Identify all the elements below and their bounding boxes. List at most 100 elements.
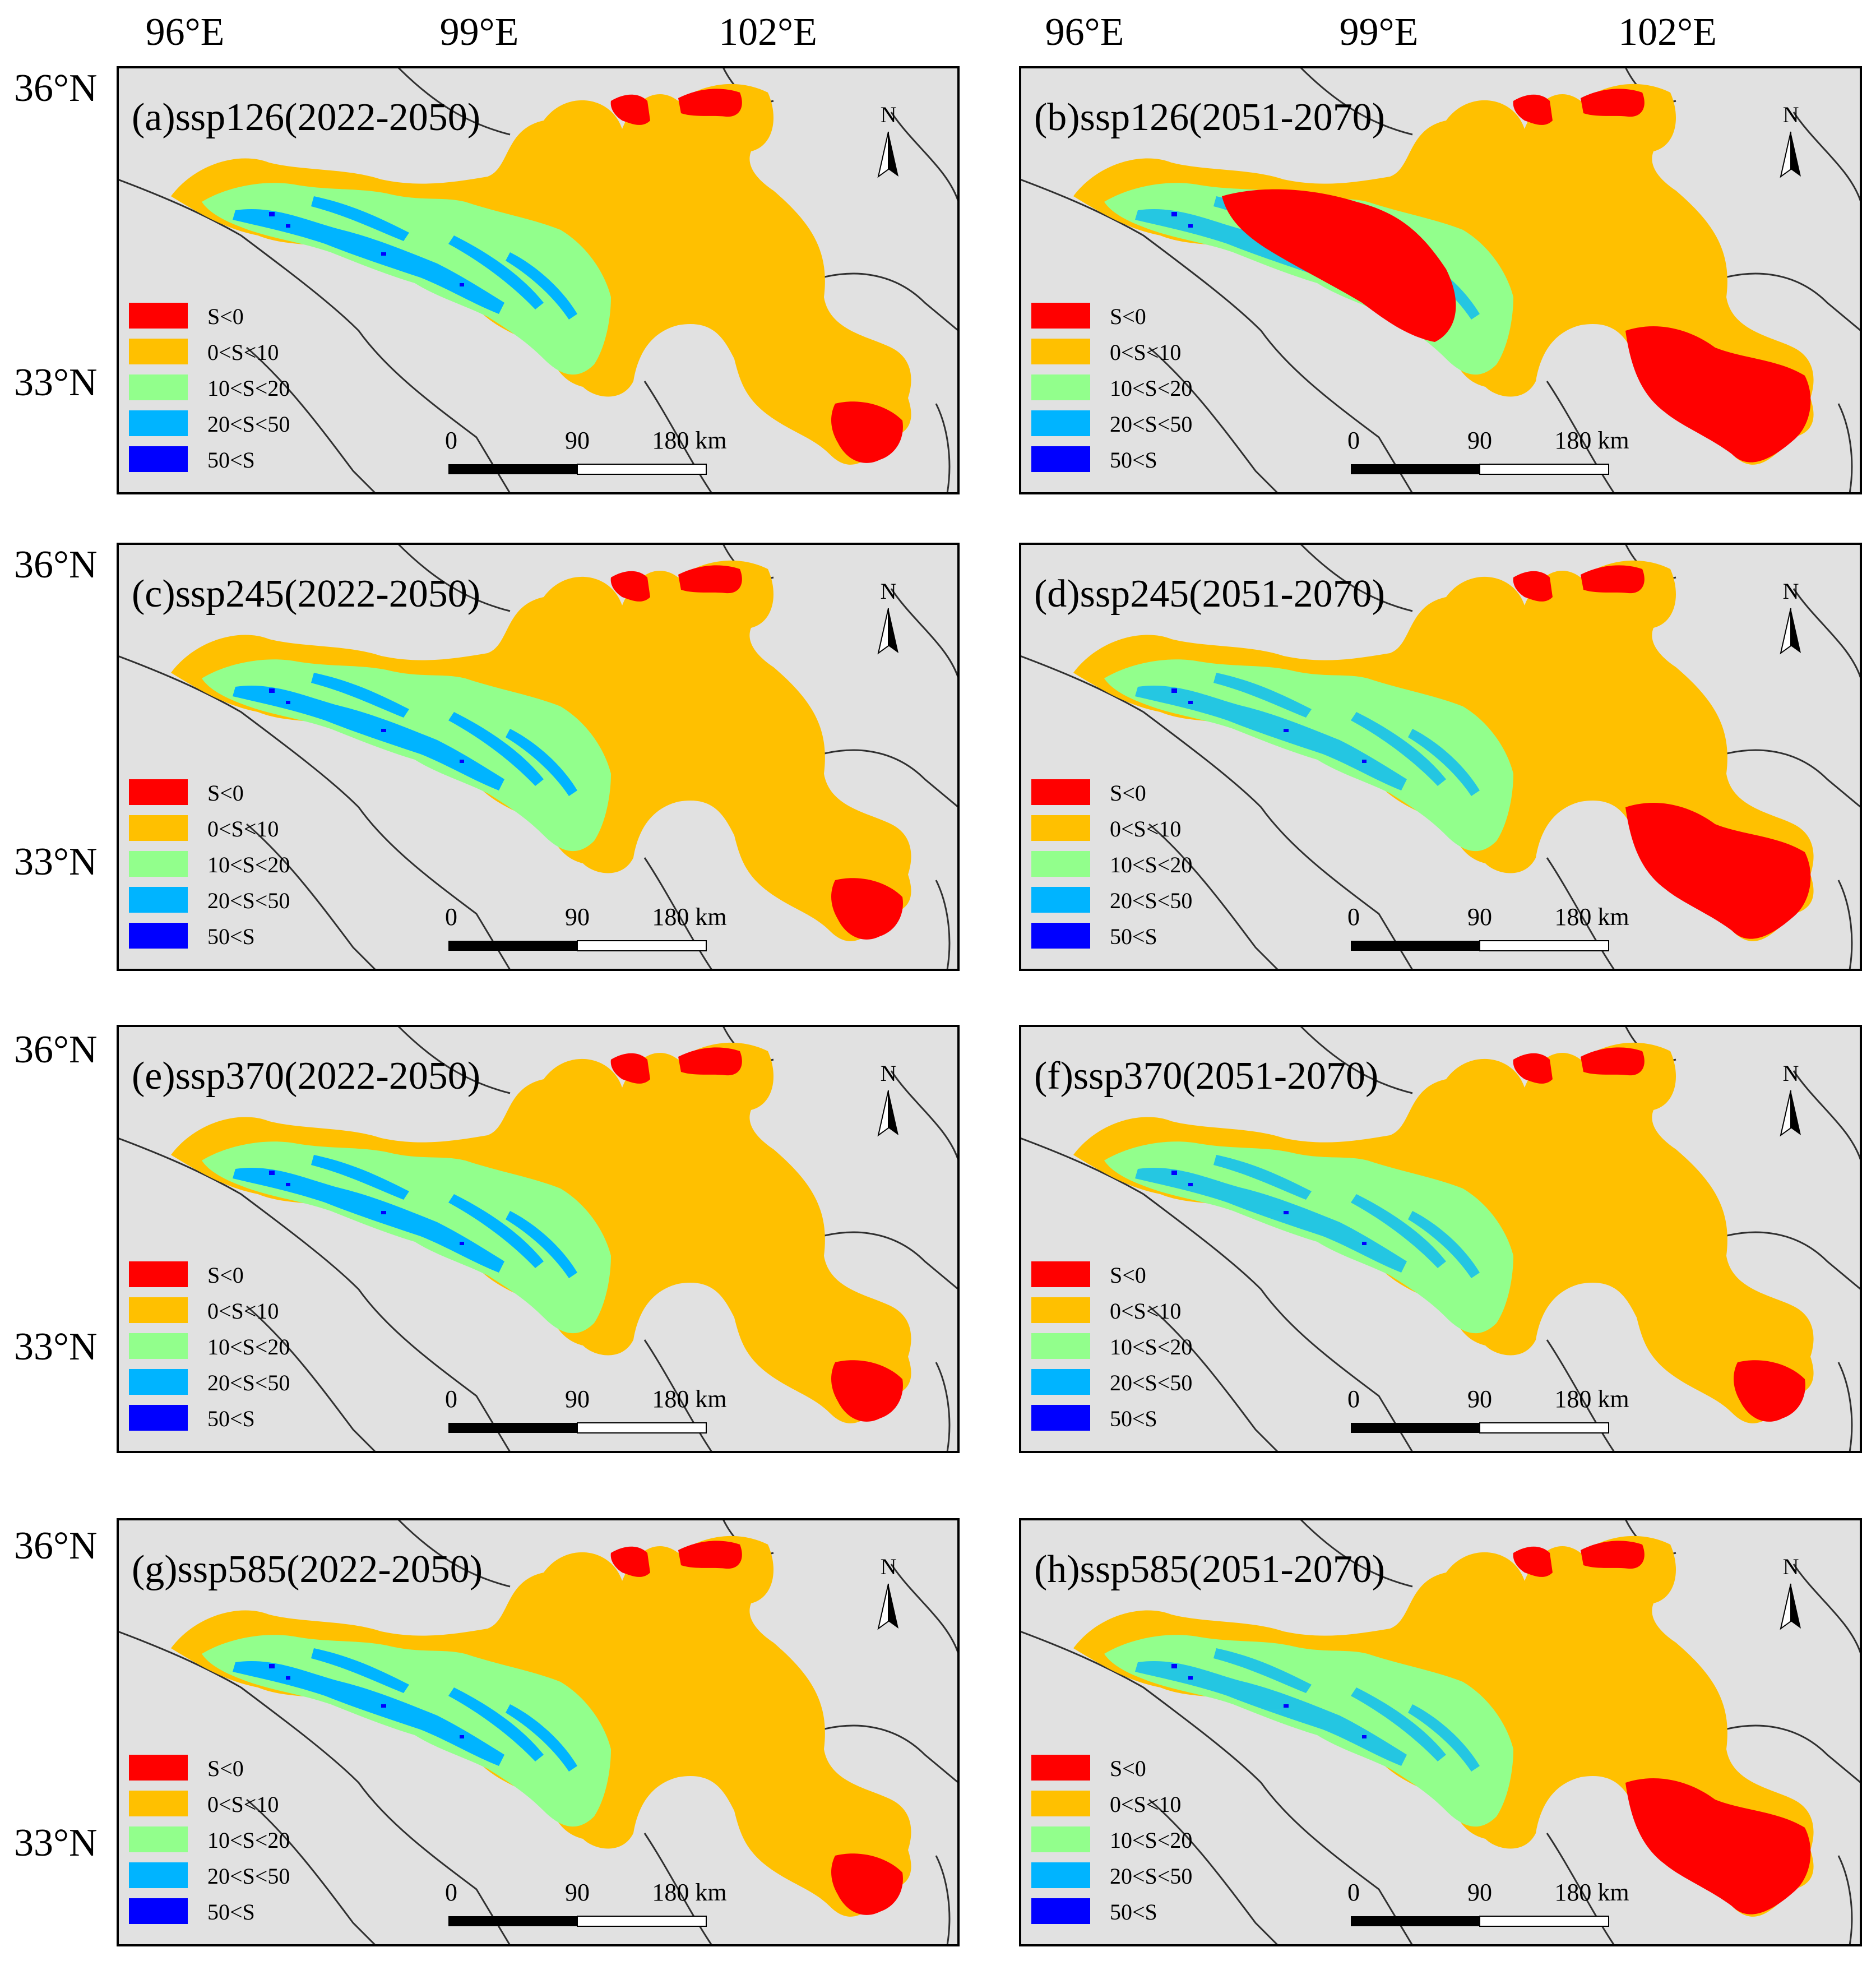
legend-swatch [1031,1755,1090,1781]
legend-swatch [129,1862,188,1888]
panel-title: (h)ssp585(2051-2070) [1034,1548,1385,1591]
legend-label: 0<S<10 [207,340,279,365]
legend-label: 0<S<10 [1110,816,1181,841]
scalebar-label: 0 [445,1385,457,1413]
north-arrow-label: N [881,1554,897,1579]
north-arrow-icon: N [1780,1061,1801,1136]
legend-swatch [1031,303,1090,329]
scalebar-label: 90 [565,427,590,454]
north-arrow-label: N [1783,102,1799,127]
map-panel-g: (g)ssp585(2022-2050) N S<0 0<S<10 10<S<20 20<… [117,1518,960,1946]
legend-label: 50<S [207,924,255,949]
legend-swatch [1031,410,1090,436]
legend-label: 20<S<50 [1110,1863,1192,1889]
legend-label: 10<S<20 [207,376,290,401]
scalebar: 0 90 180 km [445,1879,727,1927]
panel-title: (c)ssp245(2022-2050) [132,572,480,616]
legend-label: 20<S<50 [207,888,290,913]
legend: S<0 0<S<10 10<S<20 20<S<50 50<S [1031,1755,1192,1925]
legend-label: 50<S [1110,1406,1157,1431]
lon-tick-label: 102°E [1618,11,1717,54]
panel-frame [117,66,960,494]
scalebar-label: 180 km [1554,1879,1629,1906]
lat-tick-label: 33°N [14,840,98,884]
legend-swatch [1031,779,1090,805]
north-arrow-label: N [1783,1061,1799,1086]
legend-swatch [129,410,188,436]
legend-swatch [1031,851,1090,877]
legend-label: 20<S<50 [207,1370,290,1395]
panel-title: (g)ssp585(2022-2050) [132,1548,483,1591]
legend-label: S<0 [207,780,244,806]
legend-label: 10<S<20 [207,1828,290,1853]
legend-swatch [1031,923,1090,949]
panel-frame [1019,543,1862,971]
legend-label: 0<S<10 [207,1298,279,1324]
legend-swatch [1031,1898,1090,1924]
lat-tick-label: 33°N [14,361,98,404]
north-arrow-label: N [881,579,897,604]
lat-tick-label: 36°N [14,543,98,586]
panel-frame [117,1025,960,1453]
scalebar-label: 90 [565,903,590,931]
panel-title: (f)ssp370(2051-2070) [1034,1055,1378,1098]
scalebar: 0 90 180 km [1347,427,1629,475]
legend-swatch [1031,887,1090,913]
lat-tick-label: 36°N [14,67,98,110]
legend-swatch [1031,1826,1090,1852]
lat-tick-label: 33°N [14,1821,98,1865]
legend-swatch [129,303,188,329]
north-arrow-icon: N [878,1061,899,1136]
legend-swatch [129,851,188,877]
scalebar-label: 180 km [1554,903,1629,931]
legend-label: 10<S<20 [1110,1334,1192,1359]
panel-title: (d)ssp245(2051-2070) [1034,572,1385,616]
scalebar-label: 0 [445,1879,457,1906]
legend-swatch [1031,1862,1090,1888]
admin-boundaries [1020,1026,1861,1452]
legend-label: 50<S [1110,924,1157,949]
legend-label: 20<S<50 [207,411,290,437]
legend: S<0 0<S<10 10<S<20 20<S<50 50<S [1031,779,1192,949]
scalebar-label: 180 km [652,1385,726,1413]
legend-swatch [1031,815,1090,841]
scalebar-label: 90 [1467,427,1492,454]
legend-swatch [129,1297,188,1323]
scalebar-label: 180 km [1554,1385,1629,1413]
scalebar: 0 90 180 km [445,1385,727,1433]
legend-label: 50<S [207,1899,255,1925]
axes-layer: 96°E 99°E 102°E 96°E 99°E 102°E 36°N 33°N 36°N 33… [14,11,1717,1865]
panels-layer: (a)ssp126(2022-2050) N S<0 0<S<10 10<S<20 20<… [117,66,1862,1946]
legend-swatch [1031,1791,1090,1816]
lon-tick-label: 99°E [440,11,519,54]
scalebar-label: 180 km [652,1879,726,1906]
scalebar-label: 90 [1467,1879,1492,1906]
map-panel-b: (b)ssp126(2051-2070) N S<0 0<S<10 10<S<20 20<… [1019,66,1862,494]
legend-label: 10<S<20 [1110,376,1192,401]
map-panel-a: (a)ssp126(2022-2050) N S<0 0<S<10 10<S<20 20<… [117,66,960,494]
scalebar-label: 90 [1467,903,1492,931]
scalebar-label: 0 [1347,1879,1360,1906]
north-arrow-icon: N [1780,579,1801,654]
legend-swatch [1031,339,1090,364]
panel-frame [1019,66,1862,494]
legend-label: 20<S<50 [1110,888,1192,913]
lon-tick-label: 96°E [1045,11,1124,54]
admin-boundaries [1020,1519,1861,1945]
scalebar-label: 90 [565,1385,590,1413]
legend-swatch [129,339,188,364]
legend-label: S<0 [207,1263,244,1288]
scalebar-label: 90 [565,1879,590,1906]
admin-boundaries [118,544,958,970]
admin-boundaries [1020,544,1861,970]
lat-tick-label: 36°N [14,1524,98,1567]
legend-swatch [1031,1333,1090,1359]
legend-swatch [1031,1297,1090,1323]
north-arrow-icon: N [1780,1554,1801,1629]
north-arrow-icon: N [878,102,899,177]
legend-label: S<0 [1110,304,1146,329]
legend-label: 20<S<50 [207,1863,290,1889]
panel-frame [1019,1518,1862,1946]
scalebar-label: 0 [445,903,457,931]
north-arrow-icon: N [1780,102,1801,177]
